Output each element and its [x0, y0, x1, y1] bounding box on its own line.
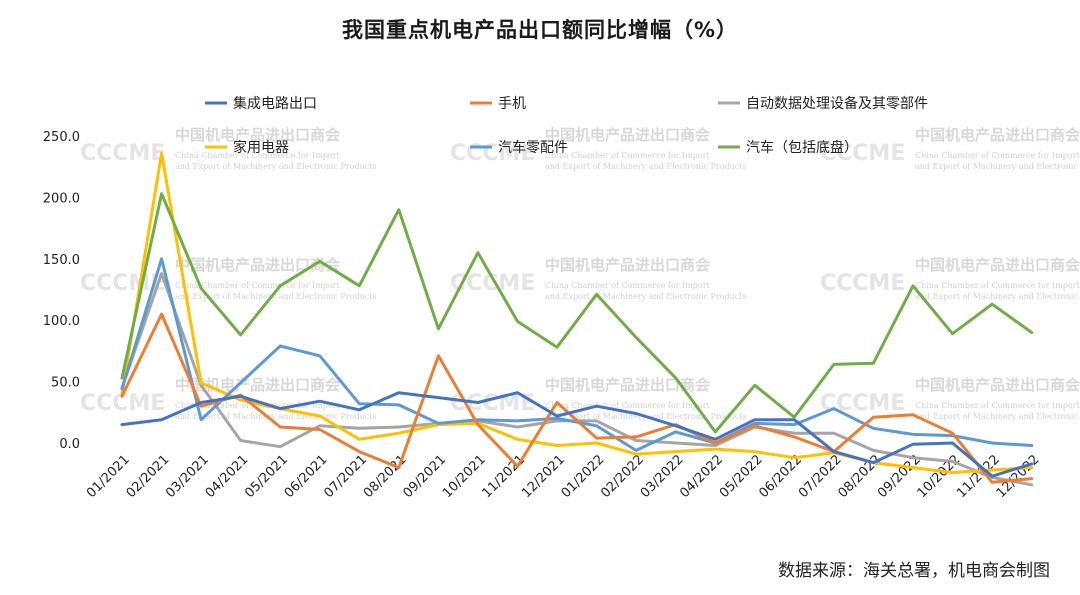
legend-item: 汽车（包括底盘）	[718, 139, 858, 156]
watermark-logo: CCCME	[820, 141, 905, 166]
x-axis: 01/202102/202103/202104/202105/202106/20…	[84, 452, 1042, 501]
series-line-5	[120, 192, 1034, 434]
watermark: CCCME 中国机电产品进出口商会 China Chamber of Commerc…	[820, 376, 1080, 421]
legend-label: 家用电器	[233, 139, 289, 156]
y-axis: 250.0 200.0 150.0 100.0 50.0 0.0	[43, 130, 80, 452]
watermark-en: and Export of Machinery and Electronic P…	[175, 162, 377, 171]
series-line-1	[120, 312, 1034, 484]
series-line-0	[120, 391, 1034, 478]
watermark-en: and Export of Machinery and Electronic P…	[915, 162, 1080, 171]
legend-item: 集成电路出口	[205, 95, 317, 112]
x-tick-label: 12/2022	[994, 452, 1043, 501]
watermark-en: China Chamber of Commerce for Import	[545, 401, 711, 410]
watermark-logo: CCCME	[820, 391, 905, 416]
watermark-en: and Export of Machinery and Electronic P…	[175, 412, 377, 421]
chart-title: 我国重点机电产品出口额同比增幅（%）	[341, 18, 739, 42]
watermark-en: and Export of Machinery and Electronic P…	[915, 412, 1080, 421]
legend-label: 汽车（包括底盘）	[746, 139, 858, 156]
legend-item: 手机	[470, 96, 526, 112]
legend-item: 汽车零配件	[470, 139, 568, 156]
legend-item: 家用电器	[205, 139, 289, 156]
legend-label: 集成电路出口	[233, 95, 317, 112]
watermark-en: and Export of Machinery and Electronic P…	[545, 292, 747, 301]
watermark-cn: 中国机电产品进出口商会	[915, 126, 1080, 144]
plot-area	[120, 151, 1034, 487]
watermark-cn: 中国机电产品进出口商会	[915, 376, 1080, 394]
watermark-layer: CCCME 中国机电产品进出口商会 China Chamber of Commerc…	[80, 126, 1080, 421]
watermark-logo: CCCME	[80, 141, 165, 166]
watermark-cn: 中国机电产品进出口商会	[545, 126, 710, 144]
legend-label: 汽车零配件	[498, 139, 568, 156]
watermark-en: China Chamber of Commerce for Import	[545, 151, 711, 160]
watermark-en: China Chamber of Commerce for Import	[175, 401, 341, 410]
watermark: CCCME 中国机电产品进出口商会 China Chamber of Commerc…	[450, 256, 747, 301]
watermark-cn: 中国机电产品进出口商会	[915, 256, 1080, 274]
watermark-cn: 中国机电产品进出口商会	[545, 376, 710, 394]
watermark: CCCME 中国机电产品进出口商会 China Chamber of Commerc…	[820, 256, 1080, 301]
watermark: CCCME 中国机电产品进出口商会 China Chamber of Commerc…	[450, 126, 747, 171]
watermark-en: China Chamber of Commerce for Import	[915, 151, 1080, 160]
y-tick-label: 0.0	[59, 437, 80, 452]
watermark-cn: 中国机电产品进出口商会	[545, 256, 710, 274]
y-tick-label: 100.0	[43, 314, 80, 329]
watermark: CCCME 中国机电产品进出口商会 China Chamber of Commerc…	[80, 126, 377, 171]
legend-label: 自动数据处理设备及其零部件	[746, 95, 928, 112]
y-tick-label: 150.0	[43, 253, 80, 268]
watermark-en: and Export of Machinery and Electronic P…	[915, 292, 1080, 301]
watermark-en: China Chamber of Commerce for Import	[545, 281, 711, 290]
watermark-en: and Export of Machinery and Electronic P…	[545, 162, 747, 171]
watermark-en: China Chamber of Commerce for Import	[915, 401, 1080, 410]
source-note: 数据来源：海关总署，机电商会制图	[778, 561, 1050, 581]
watermark-en: China Chamber of Commerce for Import	[915, 281, 1080, 290]
watermark-en: China Chamber of Commerce for Import	[175, 281, 341, 290]
watermark-logo: CCCME	[820, 271, 905, 296]
y-tick-label: 50.0	[51, 376, 80, 391]
legend-label: 手机	[498, 96, 526, 112]
watermark-en: and Export of Machinery and Electronic P…	[175, 292, 377, 301]
watermark-en: China Chamber of Commerce for Import	[175, 151, 341, 160]
watermark-cn: 中国机电产品进出口商会	[175, 126, 340, 144]
watermark: CCCME 中国机电产品进出口商会 China Chamber of Commerc…	[820, 126, 1080, 171]
y-tick-label: 250.0	[43, 130, 80, 145]
watermark-logo: CCCME	[450, 141, 535, 166]
y-tick-label: 200.0	[43, 191, 80, 206]
legend-item: 自动数据处理设备及其零部件	[718, 95, 928, 112]
watermark-logo: CCCME	[450, 271, 535, 296]
watermark-cn: 中国机电产品进出口商会	[175, 256, 340, 274]
